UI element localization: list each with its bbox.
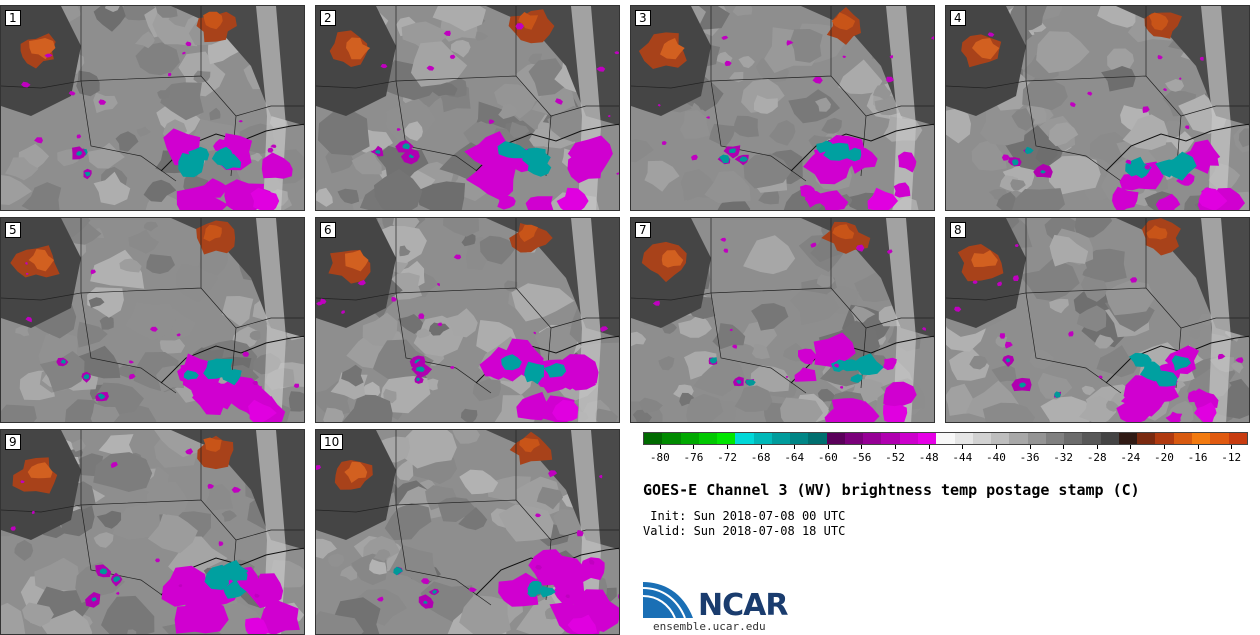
colorbar-tick [861, 445, 863, 449]
colorbar-segment [1064, 433, 1083, 444]
postage-stamp-panel: 7 [630, 217, 935, 423]
ncar-logo-text: NCAR [698, 588, 788, 623]
colorbar-segment [771, 433, 791, 444]
colorbar-segment [698, 433, 718, 444]
colorbar-tick-label: -60 [817, 451, 838, 464]
colorbar-tick [995, 445, 997, 449]
colorbar-tick-label: -52 [885, 451, 906, 464]
colorbar-segment [717, 433, 736, 444]
colorbar-segment [936, 433, 955, 444]
colorbar-tick-label: -56 [851, 451, 872, 464]
colorbar-segment [1173, 433, 1192, 444]
colorbar-tick [895, 445, 897, 449]
colorbar-segment [808, 433, 827, 444]
colorbar-tick-label: -64 [784, 451, 805, 464]
colorbar-segment [991, 433, 1010, 444]
colorbar-tick-label: -20 [1154, 451, 1174, 464]
colorbar-segment [1118, 433, 1138, 444]
colorbar-segment [1228, 433, 1247, 444]
postage-stamp-panel: 10 [315, 429, 620, 635]
colorbar-segment [972, 433, 992, 444]
colorbar-segment [662, 433, 681, 444]
colorbar-segment [1155, 433, 1174, 444]
panel-number-label: 7 [635, 222, 651, 238]
postage-stamp-panel: 3 [630, 5, 935, 211]
colorbar-tick-label: -76 [683, 451, 704, 464]
colorbar-tick [794, 445, 796, 449]
postage-stamp-panel: 5 [0, 217, 305, 423]
colorbar-segment [899, 433, 918, 444]
colorbar-tick [727, 445, 729, 449]
colorbar-segment [1082, 433, 1101, 444]
colorbar-segment [1191, 433, 1211, 444]
colorbar-segment [917, 433, 937, 444]
colorbar-tick-label: -48 [918, 451, 939, 464]
postage-stamp-panel: 1 [0, 5, 305, 211]
colorbar-segment [881, 433, 900, 444]
colorbar-segment [844, 433, 864, 444]
valid-time: Valid: Sun 2018-07-08 18 UTC [643, 524, 846, 538]
colorbar-tick [1029, 445, 1031, 449]
colorbar-segment [1027, 433, 1046, 444]
colorbar-tick [1231, 445, 1233, 449]
colorbar-tick [1130, 445, 1132, 449]
colorbar-ticks: -80 -76 -72 -68 -64 -60 -56 -52 -48 -44 -40 -36 -32-… [643, 445, 1248, 467]
colorbar-segment [1045, 433, 1065, 444]
colorbar-tick-label: -28 [1086, 451, 1107, 464]
colorbar-tick-label: -24 [1120, 451, 1141, 464]
colorbar-segment [1009, 433, 1028, 444]
colorbar [643, 432, 1248, 445]
colorbar-tick [1197, 445, 1199, 449]
panel-number-label: 6 [320, 222, 336, 238]
panel-number-label: 4 [950, 10, 966, 26]
ncar-logo-icon [643, 582, 693, 619]
postage-stamp-panel: 8 [945, 217, 1250, 423]
postage-stamp-panel: 4 [945, 5, 1250, 211]
colorbar-tick [1096, 445, 1098, 449]
colorbar-tick [827, 445, 829, 449]
panel-number-label: 10 [320, 434, 344, 450]
postage-stamp-panel: 9 [0, 429, 305, 635]
colorbar-tick [1163, 445, 1165, 449]
colorbar-tick [962, 445, 964, 449]
colorbar-segment [644, 433, 663, 444]
colorbar-tick-label: -12 [1221, 451, 1242, 464]
panel-number-label: 3 [635, 10, 651, 26]
colorbar-tick-label: -32 [1053, 451, 1074, 464]
panel-number-label: 9 [5, 434, 21, 450]
panel-number-label: 5 [5, 222, 21, 238]
panel-number-label: 8 [950, 222, 966, 238]
colorbar-tick [659, 445, 661, 449]
colorbar-segment [826, 433, 845, 444]
colorbar-tick [928, 445, 930, 449]
colorbar-segment [790, 433, 809, 444]
colorbar-segment [1210, 433, 1229, 444]
colorbar-segment [1100, 433, 1119, 444]
colorbar-tick [760, 445, 762, 449]
postage-stamp-panel: 6 [315, 217, 620, 423]
colorbar-tick-label: -80 [649, 451, 670, 464]
colorbar-segment [735, 433, 754, 444]
colorbar-segment [680, 433, 699, 444]
colorbar-tick-label: -40 [985, 451, 1006, 464]
panel-number-label: 2 [320, 10, 336, 26]
colorbar-segment [1137, 433, 1156, 444]
postage-stamp-panel: 2 [315, 5, 620, 211]
colorbar-tick-label: -16 [1187, 451, 1208, 464]
colorbar-tick [693, 445, 695, 449]
colorbar-tick-label: -36 [1019, 451, 1040, 464]
figure-title: GOES-E Channel 3 (WV) brightness temp po… [643, 481, 1140, 499]
colorbar-segment [753, 433, 772, 444]
site-url[interactable]: ensemble.ucar.edu [653, 620, 766, 633]
colorbar-tick-label: -44 [952, 451, 973, 464]
colorbar-tick-label: -68 [750, 451, 771, 464]
colorbar-segment [954, 433, 973, 444]
colorbar-tick [1063, 445, 1065, 449]
init-time: Init: Sun 2018-07-08 00 UTC [643, 509, 846, 523]
colorbar-tick-label: -72 [717, 451, 737, 464]
panel-number-label: 1 [5, 10, 21, 26]
colorbar-segment [863, 433, 882, 444]
